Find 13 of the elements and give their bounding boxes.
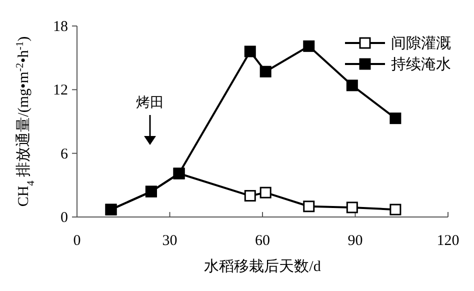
x-tick-label: 120 [436, 233, 460, 249]
legend-label: 间隙灌溉 [391, 34, 451, 52]
x-tick-label: 90 [348, 233, 363, 249]
y-tick-label: 0 [60, 210, 68, 226]
y-tick-label: 6 [60, 146, 68, 162]
x-tick-label: 30 [162, 233, 178, 249]
x-axis-title: 水稻移栽后天数/d [204, 258, 322, 275]
x-tick-label: 60 [255, 233, 270, 249]
x-tick-label: 0 [73, 233, 81, 249]
y-tick-label: 18 [53, 19, 68, 35]
y-tick-label: 12 [53, 82, 68, 99]
annotation: 烤田 [136, 95, 164, 111]
legend-label: 持续淹水 [391, 55, 451, 73]
